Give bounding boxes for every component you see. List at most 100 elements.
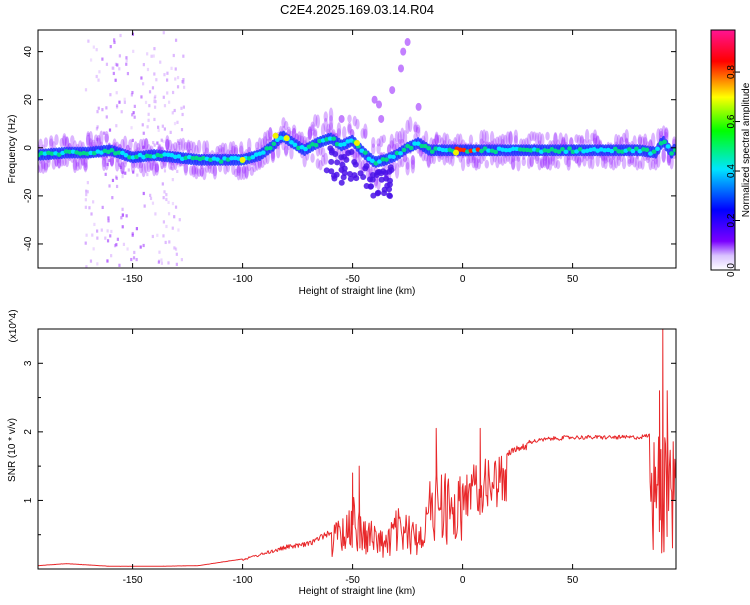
spectrum-panel: -150 -100 -50 0 50 -40 -20 0 20 40 Height of str… (7, 29, 677, 297)
spectrum-band-cell (429, 152, 434, 165)
spectrum-band-cell (336, 128, 342, 139)
spectrum-band-cell (146, 157, 152, 173)
spectrum-ridge-cell (577, 147, 583, 152)
spectrum-ridge-cell (626, 147, 632, 152)
spectrum-haze-cell (132, 111, 135, 115)
spectrum-haze-cell (162, 31, 165, 35)
spectrum-band-cell (297, 131, 302, 143)
colorbar-tick-label: 0.8 (726, 65, 737, 79)
spectrum-band-cell (186, 139, 191, 155)
spectrum-haze-cell (161, 160, 164, 164)
spectrum-haze-cell (118, 263, 121, 267)
spectrum-band-cell (516, 156, 521, 172)
spectrum-band-cell (299, 131, 305, 147)
spectrum-band-cell (302, 153, 307, 168)
spectrum-haze-cell (171, 111, 174, 115)
spectrum-band-cell (458, 133, 463, 149)
colorbar-tick-label: 0.4 (726, 164, 737, 178)
spectrum-haze-cell (174, 205, 178, 209)
spectrum-haze-cell (136, 173, 139, 177)
spectrum-band-cell (363, 123, 368, 139)
spectrum-band-cell (223, 142, 228, 159)
spectrum-haze-cell (176, 139, 180, 143)
spectrum-ytick-label: 40 (23, 46, 34, 58)
spectrum-band-cell (582, 153, 587, 167)
spectrum-band-cell (371, 143, 376, 155)
spectrum-haze-cell (96, 229, 99, 233)
spectrum-band-cell (43, 158, 49, 173)
spectrum-haze-cell (121, 213, 124, 217)
spectrum-blob-cell (386, 168, 393, 175)
spectrum-ridge-cell (289, 140, 294, 145)
spectrum-xtick-label: 0 (460, 274, 466, 285)
spectrum-haze-cell (118, 100, 121, 104)
spectrum-band-cell (191, 164, 196, 175)
spectrum-band-cell (637, 134, 643, 146)
spectrum-band-cell (220, 142, 225, 153)
spectrum-band-cell (231, 140, 236, 156)
spectrum-band-cell (505, 131, 511, 146)
spectrum-ridge-cell (486, 148, 491, 153)
spectrum-haze-cell (171, 226, 174, 230)
spectrum-haze-cell (132, 49, 135, 53)
spectrum-band-cell (434, 134, 439, 145)
spectrum-haze-cell (139, 245, 142, 249)
spectrum-feature-cell (415, 102, 422, 111)
spectrum-haze-cell (87, 133, 90, 137)
spectrum-band-cell (537, 131, 542, 145)
spectrum-band-cell (165, 135, 170, 151)
spectrum-haze-cell (165, 224, 168, 229)
spectrum-ridge-cell (405, 143, 410, 149)
spectrum-ridge-cell (570, 149, 576, 155)
spectrum-ridge-cell (63, 149, 69, 154)
spectrum-band-cell (405, 119, 410, 134)
spectrum-band-cell (629, 155, 635, 166)
spectrum-band-cell (83, 157, 88, 173)
spectrum-band-cell (347, 114, 352, 123)
spectrum-haze-cell (160, 165, 164, 170)
spectrum-band-cell (650, 159, 656, 170)
spectrum-haze-cell (115, 184, 119, 189)
spectrum-band-cell (262, 136, 268, 148)
spectrum-band-cell (592, 133, 598, 147)
spectrum-band-cell (247, 137, 252, 153)
spectrum-haze-cell (160, 261, 164, 265)
spectrum-blob-cell (334, 159, 341, 166)
spectrum-haze-cell (92, 200, 95, 204)
spectrum-band-cell (307, 126, 313, 141)
spectrum-haze-cell (130, 93, 133, 97)
spectrum-band-cell (233, 144, 239, 156)
spectrum-haze-cell (161, 124, 164, 128)
spectrum-haze-cell (121, 207, 124, 211)
spectrum-band-cell (584, 128, 590, 144)
spectrum-feature-cell (371, 95, 378, 104)
spectrum-haze-cell (94, 142, 97, 147)
spectrum-band-cell (183, 141, 189, 151)
spectrum-band-cell (540, 158, 545, 169)
spectrum-ridge-cell (612, 146, 618, 152)
spectrum-band-cell (249, 166, 255, 177)
spectrum-haze-cell (101, 205, 104, 210)
spectrum-band-cell (138, 138, 144, 151)
spectrum-frame (37, 29, 677, 269)
spectrum-haze-cell (163, 127, 166, 131)
spectrum-band-cell (650, 132, 656, 149)
spectrum-band-cell (104, 155, 109, 171)
spectrum-band-cell (136, 142, 141, 155)
spectrum-band-cell (320, 147, 326, 158)
spectrum-band-cell (41, 160, 46, 174)
spectrum-band-cell (223, 163, 228, 175)
spectrum-haze-cell (181, 112, 184, 117)
spectrum-band-cell (511, 155, 516, 170)
spectrum-haze-cell (84, 205, 87, 209)
spectrum-band-cell (400, 127, 405, 144)
spectrum-haze-cell (146, 52, 149, 56)
spectrum-haze-cell (180, 258, 183, 262)
spectrum-peak-cell (283, 135, 290, 142)
spectrum-haze-cell (170, 166, 173, 171)
spectrum-band-cell (191, 165, 196, 178)
spectrum-feature-cell (378, 114, 385, 123)
spectrum-haze-cell (171, 201, 175, 206)
spectrum-band-cell (323, 117, 328, 133)
spectrum-haze-cell (121, 225, 124, 229)
